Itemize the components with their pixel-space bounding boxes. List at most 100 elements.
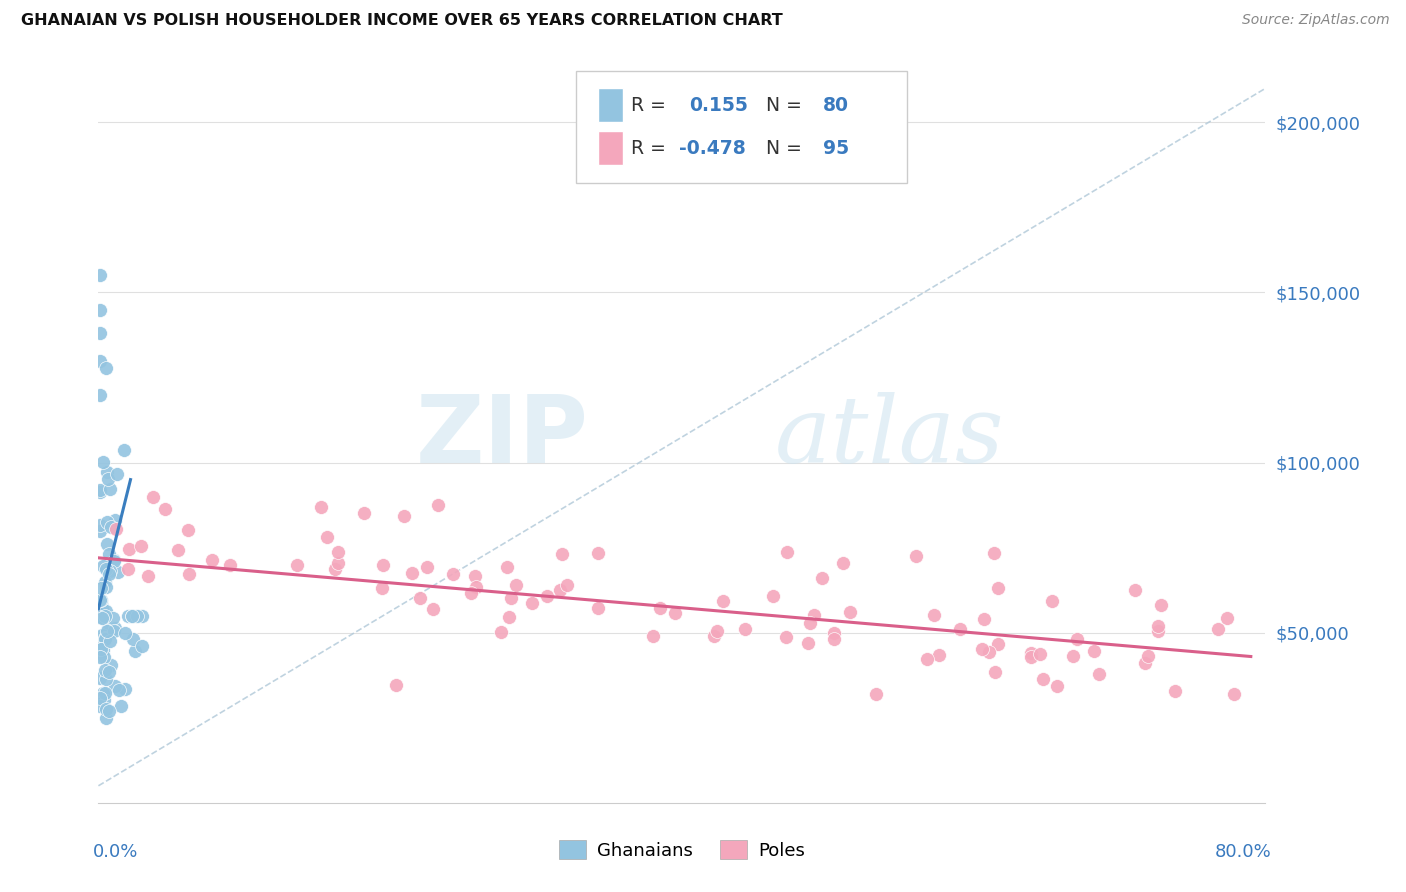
Point bbox=[91, 627, 114, 641]
Point bbox=[93, 631, 115, 645]
Point bbox=[401, 566, 423, 580]
Point bbox=[94, 632, 117, 647]
Point bbox=[89, 353, 111, 368]
Text: 0.155: 0.155 bbox=[689, 95, 748, 115]
Point bbox=[1223, 687, 1246, 701]
Point bbox=[408, 591, 430, 605]
Text: 80: 80 bbox=[823, 95, 848, 115]
Point bbox=[129, 539, 152, 553]
Point bbox=[100, 520, 122, 534]
Point bbox=[586, 601, 609, 615]
Point bbox=[1021, 650, 1043, 665]
Text: GHANAIAN VS POLISH HOUSEHOLDER INCOME OVER 65 YEARS CORRELATION CHART: GHANAIAN VS POLISH HOUSEHOLDER INCOME OV… bbox=[21, 13, 783, 29]
Point bbox=[555, 578, 578, 592]
Text: R =: R = bbox=[631, 138, 672, 158]
Text: N =: N = bbox=[766, 138, 808, 158]
Point bbox=[1032, 672, 1054, 686]
Point bbox=[505, 578, 527, 592]
Point bbox=[89, 610, 111, 624]
Point bbox=[1066, 632, 1088, 647]
Point bbox=[94, 711, 117, 725]
Point bbox=[983, 546, 1005, 560]
Point bbox=[121, 608, 143, 623]
Point bbox=[177, 523, 200, 537]
Point bbox=[664, 606, 686, 620]
Point bbox=[824, 632, 846, 647]
Point bbox=[91, 558, 114, 573]
Point bbox=[426, 498, 449, 512]
Point bbox=[865, 687, 887, 701]
Point bbox=[97, 472, 120, 486]
Point bbox=[441, 567, 464, 582]
Point bbox=[90, 581, 112, 595]
Point bbox=[797, 636, 820, 650]
Text: -0.478: -0.478 bbox=[679, 138, 745, 158]
Text: Source: ZipAtlas.com: Source: ZipAtlas.com bbox=[1241, 13, 1389, 28]
Point bbox=[121, 608, 143, 623]
Point bbox=[496, 560, 519, 574]
Point bbox=[138, 569, 160, 583]
Point bbox=[823, 626, 845, 640]
Point bbox=[776, 545, 799, 559]
Point bbox=[90, 593, 112, 607]
Point bbox=[972, 642, 994, 657]
Text: 95: 95 bbox=[823, 138, 849, 158]
Point bbox=[89, 650, 111, 665]
Point bbox=[711, 594, 734, 608]
Point bbox=[91, 599, 114, 614]
Point bbox=[91, 455, 114, 469]
Point bbox=[100, 633, 122, 648]
Point bbox=[371, 581, 394, 595]
Point bbox=[153, 501, 176, 516]
Point bbox=[98, 566, 121, 581]
Point bbox=[385, 678, 408, 692]
Point bbox=[117, 608, 139, 623]
Point bbox=[915, 652, 938, 666]
Point bbox=[114, 682, 136, 697]
Point bbox=[89, 485, 111, 500]
Point bbox=[1123, 583, 1146, 598]
Point bbox=[94, 361, 117, 376]
Point bbox=[548, 582, 571, 597]
Text: ZIP: ZIP bbox=[416, 391, 589, 483]
Point bbox=[89, 326, 111, 341]
Point bbox=[1028, 647, 1050, 661]
Point bbox=[1087, 666, 1109, 681]
Point bbox=[98, 547, 121, 561]
Point bbox=[96, 604, 118, 618]
Point bbox=[1019, 646, 1042, 660]
Point bbox=[839, 605, 862, 619]
Point bbox=[89, 592, 111, 607]
Point bbox=[1147, 624, 1170, 638]
Point bbox=[1062, 648, 1084, 663]
Point bbox=[125, 608, 148, 623]
Point bbox=[94, 608, 117, 623]
Point bbox=[460, 586, 482, 600]
Point bbox=[93, 692, 115, 706]
Point bbox=[464, 569, 486, 583]
Point bbox=[94, 672, 117, 686]
Point bbox=[522, 596, 544, 610]
Point bbox=[89, 302, 111, 317]
Point bbox=[984, 665, 1007, 680]
Point bbox=[96, 516, 118, 530]
Point bbox=[114, 625, 136, 640]
Point bbox=[110, 699, 132, 714]
Point bbox=[309, 500, 332, 514]
Point bbox=[103, 553, 125, 567]
Point bbox=[734, 622, 756, 636]
Point bbox=[98, 704, 121, 718]
Point bbox=[328, 545, 350, 559]
Point bbox=[973, 612, 995, 626]
Point bbox=[949, 622, 972, 636]
Point bbox=[89, 524, 111, 539]
Point bbox=[905, 549, 928, 563]
Point bbox=[392, 509, 415, 524]
Point bbox=[142, 490, 165, 504]
Point bbox=[107, 467, 129, 481]
Point bbox=[90, 641, 112, 656]
Point bbox=[353, 506, 375, 520]
Point bbox=[107, 683, 129, 698]
Point bbox=[131, 639, 153, 653]
Point bbox=[648, 601, 671, 615]
